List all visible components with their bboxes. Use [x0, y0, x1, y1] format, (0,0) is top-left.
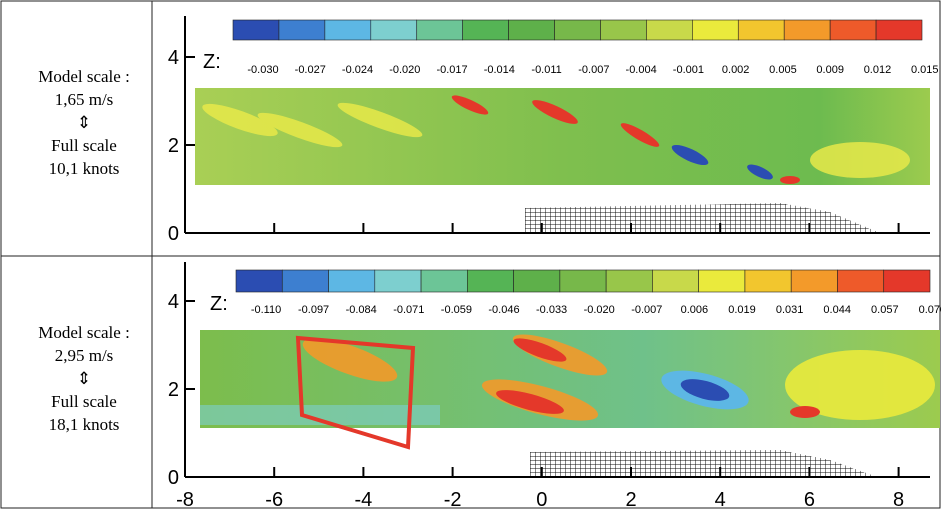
- y-tick-label: 0: [168, 467, 179, 489]
- colorbar-cell: [462, 19, 509, 41]
- scale-label: Full scale: [51, 392, 117, 411]
- colorbar-level: -0.007: [631, 304, 662, 316]
- colorbar-cell: [600, 19, 647, 41]
- colorbar-level: -0.071: [393, 304, 424, 316]
- colorbar-cell: [513, 269, 561, 293]
- colorbar-cell: [605, 269, 653, 293]
- colorbar-cell: [324, 19, 372, 41]
- colorbar-cell: [370, 19, 418, 41]
- colorbar-level: -0.007: [578, 64, 609, 76]
- x-tick-label: -2: [444, 489, 462, 509]
- colorbar-cell: [281, 269, 329, 293]
- scale-label: Model scale :: [38, 323, 130, 342]
- y-tick-label: 2: [168, 379, 179, 401]
- colorbar-level: -0.084: [346, 304, 377, 316]
- colorbar-cell: [875, 19, 923, 41]
- scale-label: 2,95 m/s: [55, 346, 114, 365]
- colorbar-cell: [837, 269, 885, 293]
- colorbar-level: -0.020: [584, 304, 615, 316]
- colorbar-level: 0.006: [681, 304, 709, 316]
- y-tick-label: 2: [168, 135, 179, 157]
- colorbar-level: 0.012: [864, 64, 892, 76]
- colorbar-cell: [467, 269, 514, 293]
- contour-field: [200, 330, 940, 478]
- x-tick-label: 2: [625, 489, 636, 509]
- colorbar-cell: [508, 19, 555, 41]
- colorbar-level: 0.002: [722, 64, 750, 76]
- colorbar-cell: [744, 269, 792, 293]
- scale-label: 10,1 knots: [49, 159, 120, 178]
- scale-label: ⇕: [77, 113, 91, 132]
- colorbar-cell: [790, 269, 838, 293]
- colorbar-level: 0.031: [776, 304, 804, 316]
- colorbar-cell: [235, 269, 283, 293]
- scale-label: ⇕: [77, 369, 91, 388]
- y-tick-label: 0: [168, 223, 179, 245]
- colorbar-cell: [416, 19, 463, 41]
- colorbar-cell: [278, 19, 326, 41]
- x-tick-label: -4: [355, 489, 373, 509]
- colorbar-level: -0.014: [484, 64, 515, 76]
- colorbar-cell: [652, 269, 699, 293]
- colorbar-cell: [783, 19, 831, 41]
- colorbar-level: -0.011: [531, 64, 561, 76]
- colorbar-level: -0.020: [389, 64, 420, 76]
- colorbar-level: -0.030: [247, 64, 278, 76]
- x-tick-label: -8: [176, 489, 194, 509]
- colorbar-level: 0.044: [823, 304, 851, 316]
- colorbar-cell: [554, 19, 601, 41]
- colorbar-level: -0.046: [488, 304, 519, 316]
- x-tick-label: 0: [536, 489, 547, 509]
- colorbar-cell: [232, 19, 280, 41]
- colorbar-cell: [374, 269, 422, 293]
- colorbar-cell: [883, 269, 931, 293]
- colorbar-level: -0.027: [295, 64, 326, 76]
- colorbar-level: -0.001: [673, 64, 704, 76]
- colorbar-level: -0.004: [626, 64, 657, 76]
- colorbar-cell: [559, 269, 607, 293]
- colorbar-label: Z:: [203, 51, 221, 73]
- colorbar-level: -0.110: [251, 304, 281, 316]
- scale-label: Full scale: [51, 136, 117, 155]
- colorbar-cell: [698, 269, 746, 293]
- colorbar-level: -0.097: [298, 304, 329, 316]
- colorbar-cell: [646, 19, 693, 41]
- scale-label: 18,1 knots: [49, 415, 120, 434]
- x-tick-label: 4: [715, 489, 726, 509]
- colorbar-level: 0.019: [728, 304, 756, 316]
- colorbar-cell: [420, 269, 468, 293]
- colorbar-level: 0.005: [769, 64, 797, 76]
- colorbar-cell: [328, 269, 376, 293]
- y-tick-label: 4: [168, 47, 179, 69]
- colorbar-cell: [692, 19, 739, 41]
- highlight-box: [295, 335, 416, 450]
- colorbar-level: -0.033: [536, 304, 567, 316]
- colorbar-label: Z:: [210, 293, 228, 315]
- colorbar-cell: [737, 19, 785, 41]
- colorbar-level: -0.017: [436, 64, 467, 76]
- x-tick-label: 6: [804, 489, 815, 509]
- colorbar-level: -0.024: [342, 64, 373, 76]
- colorbar-level: 0.057: [871, 304, 899, 316]
- colorbar-level: 0.009: [816, 64, 844, 76]
- contour-field: [195, 88, 930, 233]
- colorbar-level: 0.070: [919, 304, 941, 316]
- x-tick-label: 8: [893, 489, 904, 509]
- x-tick-label: -6: [265, 489, 283, 509]
- colorbar-cell: [829, 19, 877, 41]
- scale-label: 1,65 m/s: [55, 90, 114, 109]
- colorbar-level: -0.059: [441, 304, 472, 316]
- y-tick-label: 4: [168, 291, 179, 313]
- colorbar-level: 0.015: [911, 64, 939, 76]
- scale-label: Model scale :: [38, 67, 130, 86]
